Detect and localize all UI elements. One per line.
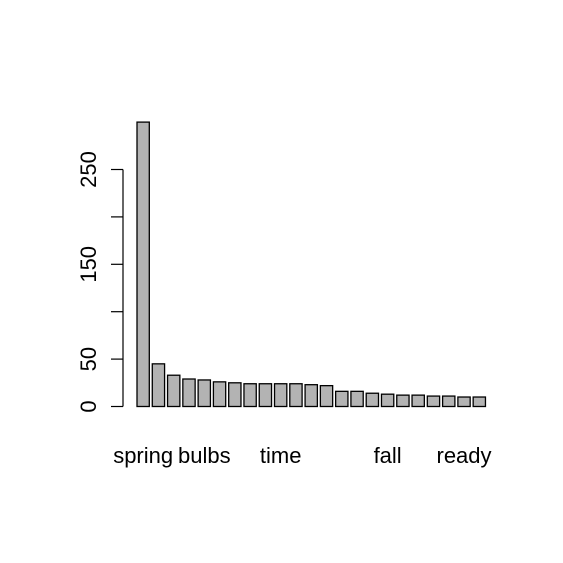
bar — [472, 396, 487, 408]
y-tick-label: 250 — [76, 151, 101, 188]
bar — [197, 379, 212, 408]
bar — [426, 395, 441, 408]
bar — [273, 383, 288, 408]
bar — [228, 382, 242, 408]
bar — [441, 395, 456, 408]
bar — [457, 396, 471, 408]
y-tick-label: 0 — [76, 400, 101, 412]
x-tick-label: ready — [437, 443, 492, 468]
bar — [304, 384, 319, 408]
bar — [411, 394, 425, 408]
bar — [350, 390, 364, 408]
bar — [396, 394, 410, 408]
x-tick-label: fall — [374, 443, 402, 468]
bar — [136, 121, 150, 408]
bar — [243, 383, 257, 408]
y-tick-label: 50 — [76, 347, 101, 371]
x-axis-labels: spring bulbs time fall ready — [113, 443, 491, 468]
bar — [212, 381, 227, 408]
bars — [136, 121, 487, 408]
x-tick-label: time — [260, 443, 302, 468]
x-tick-label: spring — [113, 443, 173, 468]
x-tick-label: bulbs — [178, 443, 231, 468]
bar — [365, 392, 380, 408]
y-tick-label: 150 — [76, 246, 101, 283]
bar — [380, 393, 395, 408]
bar — [319, 384, 334, 408]
bar — [151, 363, 166, 408]
bar — [166, 374, 181, 408]
bar — [289, 383, 303, 408]
bar — [334, 390, 349, 408]
bar — [258, 383, 273, 408]
y-axis: 0 50 150 250 — [76, 151, 124, 413]
bar — [182, 378, 196, 408]
